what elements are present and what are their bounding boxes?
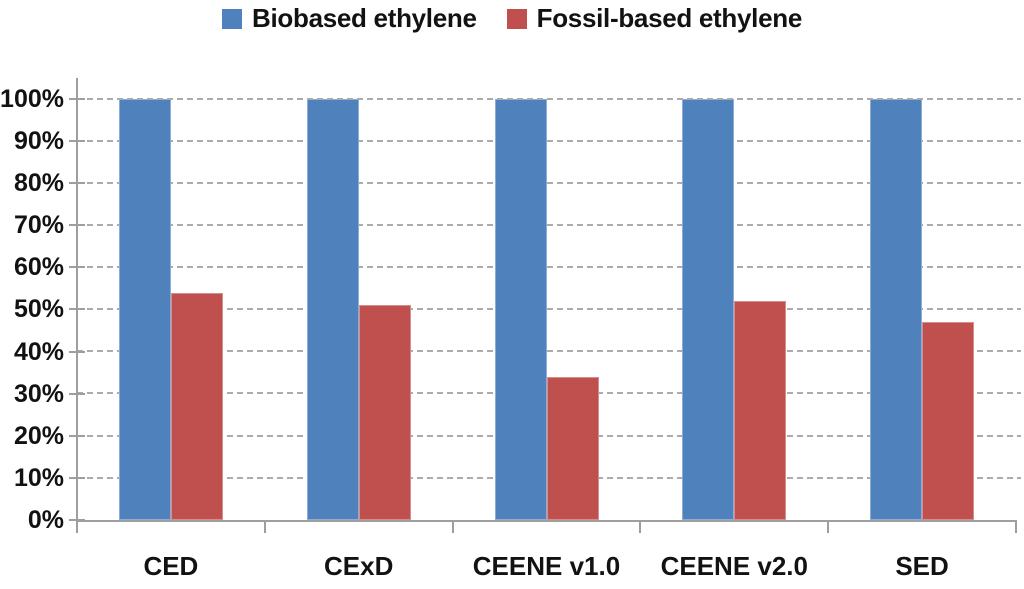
x-axis-label-ced: CED xyxy=(143,551,199,581)
bar-fossil-based-ethylene-sed xyxy=(922,322,975,520)
x-axis-label-ceene-v1-0: CEENE v1.0 xyxy=(472,551,621,581)
bar-biobased-ethylene-ceene-v2-0 xyxy=(682,98,735,520)
y-axis-label-30: 30% xyxy=(13,379,64,408)
gridline-40 xyxy=(77,350,1021,353)
bar-fossil-based-ethylene-ceene-v1-0 xyxy=(546,376,599,520)
legend-label-fossil-based-ethylene: Fossil-based ethylene xyxy=(536,3,803,33)
chart-legend: Biobased ethylene Fossil-based ethylene xyxy=(0,3,1024,34)
legend-swatch-fossil-based-ethylene xyxy=(506,8,527,29)
y-axis-label-40: 40% xyxy=(13,337,64,366)
y-axis-label-60: 60% xyxy=(13,253,64,282)
legend-swatch-biobased-ethylene xyxy=(222,8,242,29)
y-tick-70 xyxy=(69,224,85,227)
legend-item-fossil-based-ethylene: Fossil-based ethylene xyxy=(506,3,803,34)
y-axis-label-10: 10% xyxy=(13,463,64,492)
y-tick-80 xyxy=(69,182,85,185)
gridline-70 xyxy=(77,223,1021,226)
x-axis-label-sed: SED xyxy=(895,551,949,581)
gridline-100 xyxy=(77,97,1021,100)
legend-label-biobased-ethylene: Biobased ethylene xyxy=(252,3,477,33)
x-tick-4 xyxy=(827,520,830,533)
x-tick-3 xyxy=(639,520,642,533)
x-axis-label-ceene-v2-0: CEENE v2.0 xyxy=(660,551,808,581)
x-tick-5 xyxy=(1015,520,1017,533)
bar-fossil-based-ethylene-cexd xyxy=(358,305,411,520)
y-axis-line xyxy=(76,78,78,522)
bar-biobased-ethylene-sed xyxy=(870,98,923,520)
y-axis-label-50: 50% xyxy=(13,295,64,324)
bar-fossil-based-ethylene-ceene-v2-0 xyxy=(734,300,787,520)
y-axis-label-0: 0% xyxy=(27,506,64,534)
y-axis-label-90: 90% xyxy=(13,126,64,155)
y-axis-label-20: 20% xyxy=(13,421,64,450)
bar-biobased-ethylene-cexd xyxy=(306,98,359,520)
y-tick-90 xyxy=(69,139,85,142)
y-tick-100 xyxy=(69,97,85,100)
y-tick-20 xyxy=(69,434,85,437)
gridline-50 xyxy=(77,308,1021,311)
gridline-90 xyxy=(77,139,1021,142)
gridline-60 xyxy=(77,266,1021,269)
bar-fossil-based-ethylene-ced xyxy=(170,292,223,520)
gridline-80 xyxy=(77,181,1021,184)
x-axis-label-cexd: CExD xyxy=(324,551,394,581)
x-axis-line xyxy=(76,520,1017,522)
y-axis-label-70: 70% xyxy=(13,211,64,240)
y-tick-30 xyxy=(69,392,85,395)
x-tick-1 xyxy=(263,520,266,533)
x-tick-2 xyxy=(451,520,454,533)
y-tick-10 xyxy=(69,476,85,479)
y-tick-60 xyxy=(69,266,85,269)
y-axis-label-80: 80% xyxy=(13,169,64,198)
bar-biobased-ethylene-ceene-v1-0 xyxy=(494,98,547,520)
bar-biobased-ethylene-ced xyxy=(118,98,171,520)
legend-item-biobased-ethylene: Biobased ethylene xyxy=(222,3,477,34)
x-tick-0 xyxy=(76,520,78,533)
y-tick-40 xyxy=(69,350,85,353)
y-axis-label-100: 100% xyxy=(0,84,64,113)
y-tick-50 xyxy=(69,308,85,311)
